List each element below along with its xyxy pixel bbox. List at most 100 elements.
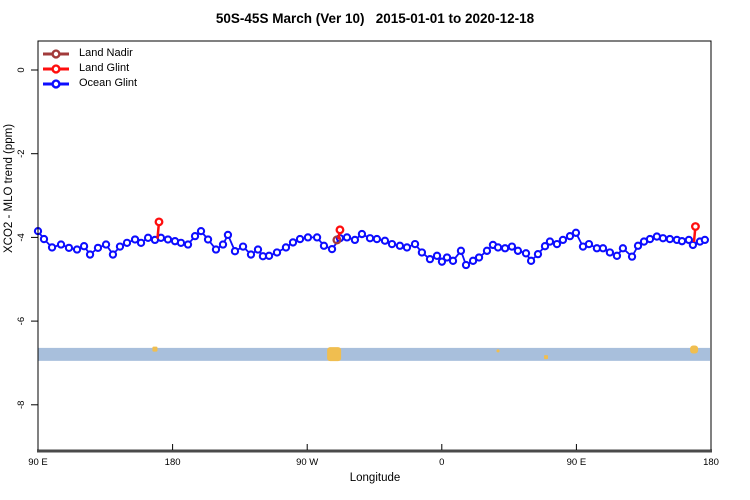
ocean-glint-point [115, 242, 125, 251]
ocean-glint-point [456, 246, 466, 255]
ocean-glint-point [482, 246, 492, 255]
x-tick-label: 90 E [28, 457, 48, 468]
ocean-glint-point [612, 251, 622, 260]
plot-box [37, 40, 712, 452]
ocean-glint-point [618, 244, 628, 253]
ocean-glint-point [372, 234, 382, 244]
x-tick-label: 90 E [567, 457, 587, 468]
ocean-glint-point [101, 240, 111, 249]
ocean-glint-point [303, 233, 313, 242]
ocean-glint-point [238, 242, 248, 251]
legend-entry-ocean-glint: Ocean Glint [42, 76, 137, 91]
y-tick-label: -2 [16, 149, 27, 157]
ocean-glint-point [281, 243, 291, 252]
ocean-glint-point [176, 238, 186, 247]
x-tick-label: 180 [165, 457, 181, 468]
ocean-glint-point [350, 235, 360, 245]
ocean-glint-point [526, 256, 536, 265]
ocean-glint-point [79, 242, 89, 251]
x-tick-label: 180 [703, 457, 719, 468]
land-glint-series [154, 217, 700, 243]
ocean-glint-point [143, 233, 153, 242]
ocean-glint-point [272, 248, 282, 257]
land-glint-point [154, 217, 164, 227]
y-tick-label: 0 [16, 67, 27, 72]
ocean-glint-point [552, 239, 562, 249]
ocean-glint-point [417, 248, 427, 257]
ocean-glint-point [521, 249, 531, 258]
ocean-glint-point [513, 246, 523, 255]
chart-title: 50S-45S March (Ver 10) 2015-01-01 to 202… [215, 11, 535, 26]
band-mark [690, 345, 699, 354]
ocean-glint-point [584, 239, 594, 249]
legend: Land Nadir Land Glint Ocean Glint [42, 46, 137, 91]
y-tick-label: -4 [16, 233, 27, 241]
axes: 90 E 180 90 W 0 90 E 180 0 -2 -4 -6 -8 [16, 40, 719, 468]
ocean-glint-point [319, 241, 329, 250]
band-mark [544, 355, 549, 360]
ocean-glint-point [130, 235, 140, 244]
ocean-glint-marker-icon [43, 78, 69, 89]
legend-entry-land-nadir: Land Nadir [42, 46, 137, 61]
ocean-glint-point [395, 241, 405, 250]
ocean-glint-point [223, 230, 233, 240]
land-nadir-marker-icon [43, 48, 69, 59]
ocean-glint-point [677, 237, 687, 246]
ocean-glint-point [264, 251, 274, 260]
ocean-glint-point [665, 234, 675, 244]
ocean-glint-point [558, 235, 568, 245]
ocean-glint-point [64, 243, 74, 253]
y-tick-label: -6 [16, 317, 27, 325]
ocean-glint-point [47, 243, 57, 252]
ocean-glint-point [645, 234, 655, 244]
ocean-glint-point [387, 239, 397, 249]
land-glint-point [690, 222, 700, 231]
ocean-glint-point [122, 238, 132, 247]
ocean-glint-point [196, 226, 206, 236]
legend-label-land-nadir: Land Nadir [79, 47, 133, 59]
ocean-glint-point [493, 243, 503, 252]
x-tick-label: 0 [439, 457, 444, 468]
ocean-glint-point [437, 257, 447, 266]
ocean-glint-point [627, 252, 637, 261]
ocean-glint-point [56, 240, 66, 249]
ocean-glint-point [190, 231, 200, 241]
ocean-glint-point [533, 249, 543, 259]
ocean-glint-point [365, 234, 375, 243]
ocean-glint-point [700, 235, 710, 245]
band-mark [496, 349, 500, 353]
land-nadir-series [332, 235, 342, 245]
ocean-glint-point [545, 237, 555, 246]
ocean-glint-point [571, 228, 581, 237]
ocean-glint-point [253, 245, 263, 254]
ocean-glint-point [93, 243, 103, 253]
ocean-glint-point [402, 243, 412, 252]
ocean-glint-point [327, 244, 337, 254]
ocean-glint-point [218, 240, 228, 249]
ocean-glint-point [295, 234, 305, 244]
ocean-glint-point [312, 233, 322, 242]
ocean-glint-point [108, 250, 118, 259]
ocean-glint-point [425, 255, 435, 264]
ocean-glint-series [33, 226, 710, 270]
ocean-glint-point [565, 231, 575, 241]
ocean-glint-point [203, 235, 213, 244]
ocean-glint-point [342, 233, 352, 242]
band-mark [152, 346, 158, 352]
ocean-glint-point [448, 256, 458, 265]
legend-entry-land-glint: Land Glint [42, 61, 137, 76]
ocean-glint-point [688, 240, 698, 250]
legend-label-ocean-glint: Ocean Glint [79, 77, 138, 89]
ocean-glint-point [658, 234, 668, 243]
band-marks [152, 345, 699, 362]
land-nadir-point [332, 235, 342, 245]
ocean-glint-point [39, 234, 49, 244]
ocean-glint-point [598, 244, 608, 253]
ocean-glint-point [461, 260, 471, 270]
ocean-glint-point [357, 229, 367, 239]
land-glint-marker-icon [43, 63, 69, 74]
ocean-glint-point [500, 244, 510, 253]
ocean-glint-point [605, 248, 615, 257]
